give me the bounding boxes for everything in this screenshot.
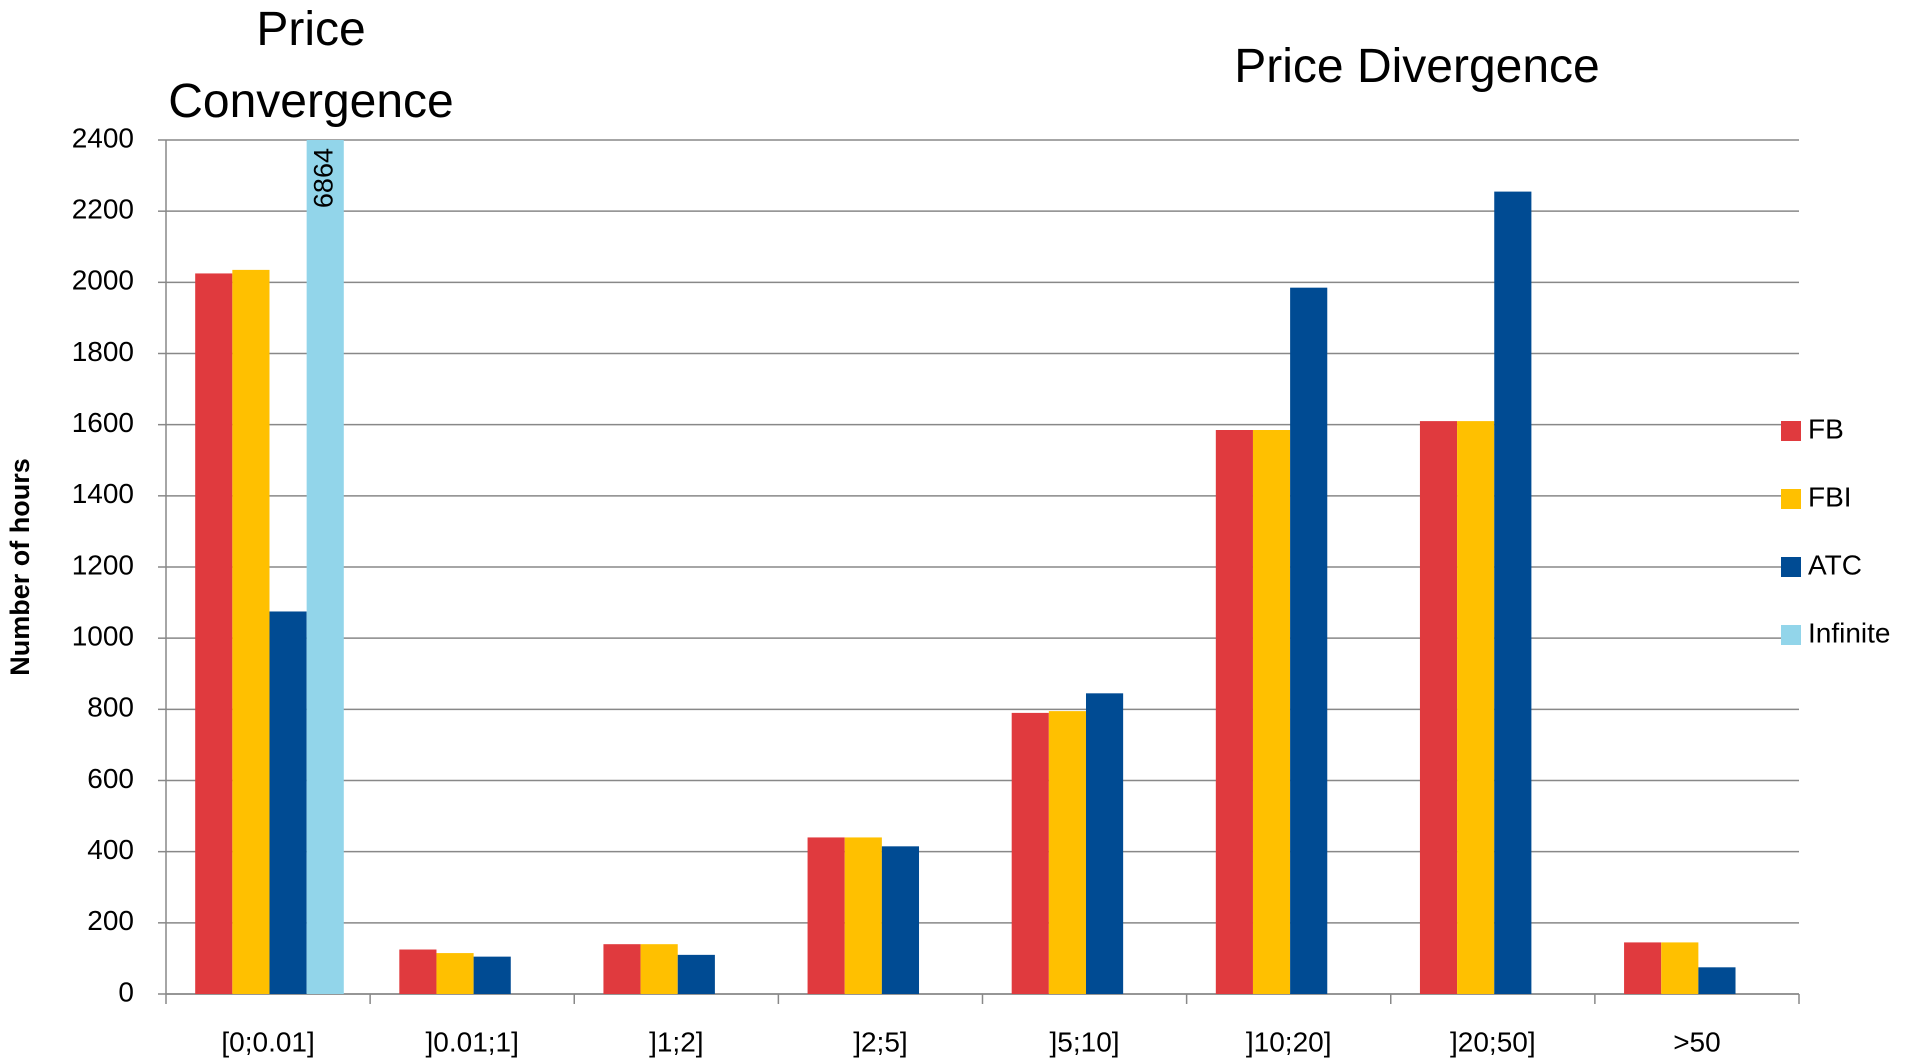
legend-swatch bbox=[1781, 421, 1801, 441]
bar bbox=[1048, 711, 1086, 994]
bar bbox=[844, 837, 882, 994]
annotation: Price Divergence bbox=[1234, 40, 1600, 93]
y-tick-label: 2000 bbox=[72, 265, 134, 296]
bar bbox=[1457, 421, 1495, 994]
x-tick-label: >50 bbox=[1673, 1026, 1721, 1057]
y-tick-label: 1800 bbox=[72, 336, 134, 367]
x-tick-label: ]5;10] bbox=[1050, 1026, 1120, 1057]
legend-label: Infinite bbox=[1808, 617, 1891, 648]
bar bbox=[1085, 693, 1124, 994]
y-tick-label: 2200 bbox=[72, 194, 134, 225]
y-tick-label: 2400 bbox=[72, 122, 134, 153]
x-tick-label: ]20;50] bbox=[1450, 1026, 1536, 1057]
bar bbox=[1011, 712, 1049, 994]
bar bbox=[677, 954, 715, 994]
bar bbox=[881, 846, 920, 994]
bar bbox=[1624, 942, 1662, 994]
legend-label: FBI bbox=[1808, 481, 1852, 512]
x-tick-label: ]1;2] bbox=[649, 1026, 703, 1057]
legend-label: FB bbox=[1808, 413, 1844, 444]
bar bbox=[1419, 421, 1458, 994]
legend-label: ATC bbox=[1808, 549, 1862, 580]
y-tick-label: 1600 bbox=[72, 407, 134, 438]
x-tick-label: ]10;20] bbox=[1246, 1026, 1332, 1057]
bar bbox=[306, 140, 344, 994]
bar bbox=[603, 944, 641, 994]
x-tick-label: ]0.01;1] bbox=[425, 1026, 518, 1057]
y-tick-label: 1200 bbox=[72, 549, 134, 580]
y-tick-label: 400 bbox=[87, 834, 134, 865]
bar bbox=[1698, 967, 1736, 994]
bar bbox=[640, 944, 678, 994]
y-tick-label: 800 bbox=[87, 692, 134, 723]
bar bbox=[1290, 287, 1328, 994]
y-tick-label: 1400 bbox=[72, 478, 134, 509]
bar bbox=[1661, 942, 1699, 994]
annotation: Price Convergence bbox=[168, 3, 454, 128]
legend-swatch bbox=[1781, 625, 1801, 645]
bar bbox=[473, 956, 511, 994]
y-tick-label: 0 bbox=[118, 976, 134, 1007]
y-tick-label: 200 bbox=[87, 905, 134, 936]
x-tick-label: [0;0.01] bbox=[221, 1026, 314, 1057]
y-tick-label: 600 bbox=[87, 763, 134, 794]
legend-swatch bbox=[1781, 489, 1801, 509]
bar bbox=[436, 953, 474, 994]
bar bbox=[195, 273, 233, 994]
bar bbox=[807, 837, 845, 994]
bar bbox=[1215, 430, 1253, 994]
y-tick-label: 1000 bbox=[72, 621, 134, 652]
bar bbox=[269, 611, 307, 994]
bar bbox=[232, 269, 270, 994]
x-tick-label: ]2;5] bbox=[853, 1026, 907, 1057]
plot-area bbox=[195, 140, 1736, 994]
y-axis-title: Number of hours bbox=[5, 458, 35, 676]
bar bbox=[1494, 191, 1532, 994]
value-label: 6864 bbox=[308, 148, 338, 208]
bar bbox=[399, 949, 437, 994]
legend-swatch bbox=[1781, 557, 1801, 577]
bar bbox=[1252, 430, 1291, 994]
